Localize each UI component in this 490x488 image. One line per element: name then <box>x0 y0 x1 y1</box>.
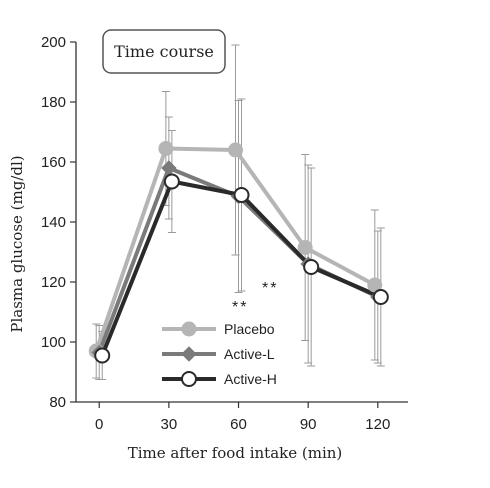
legend-label-active-l: Active-L <box>224 346 275 362</box>
x-tick-label: 90 <box>300 416 317 433</box>
significance-annotation-1: ** <box>262 280 278 297</box>
data-point-active-h <box>233 187 250 203</box>
legend-label-active-h: Active-H <box>224 371 277 387</box>
data-point-active-h <box>303 259 320 275</box>
legend-marker-active-l <box>181 346 197 362</box>
data-point-placebo <box>228 142 244 158</box>
data-point-placebo <box>297 240 313 255</box>
data-point-active-h <box>372 289 389 305</box>
legend: Placebo Active-L Active-H <box>162 321 277 387</box>
x-axis-title: Time after food intake (min) <box>128 444 343 462</box>
data-point-placebo <box>158 141 174 156</box>
y-tick-label: 180 <box>41 94 66 111</box>
x-tick-label: 30 <box>161 416 178 433</box>
significance-annotation-2: ** <box>232 299 248 316</box>
legend-label-placebo: Placebo <box>224 321 275 337</box>
y-tick-label: 140 <box>41 214 66 231</box>
y-tick-label: 160 <box>41 154 66 171</box>
data-point-active-l <box>161 160 177 176</box>
y-tick-label: 120 <box>41 274 66 291</box>
data-point-active-h <box>94 347 111 364</box>
legend-marker-placebo <box>181 321 197 337</box>
y-axis-title: Plasma glucose (mg/dl) <box>8 155 26 332</box>
title-box-text: Time course <box>114 42 214 61</box>
data-point-active-h <box>163 173 180 190</box>
x-tick-label: 60 <box>230 416 247 433</box>
legend-marker-active-h <box>181 371 197 387</box>
x-tick-label: 120 <box>365 416 390 433</box>
y-tick-label: 100 <box>41 334 66 351</box>
axes: 80 100 120 140 160 180 200 0 30 60 90 120 <box>41 34 408 433</box>
y-tick-label: 80 <box>49 394 66 411</box>
title-box <box>102 29 226 74</box>
y-tick-label: 200 <box>41 34 66 51</box>
series-markers <box>88 141 389 364</box>
x-tick-label: 0 <box>95 416 103 433</box>
